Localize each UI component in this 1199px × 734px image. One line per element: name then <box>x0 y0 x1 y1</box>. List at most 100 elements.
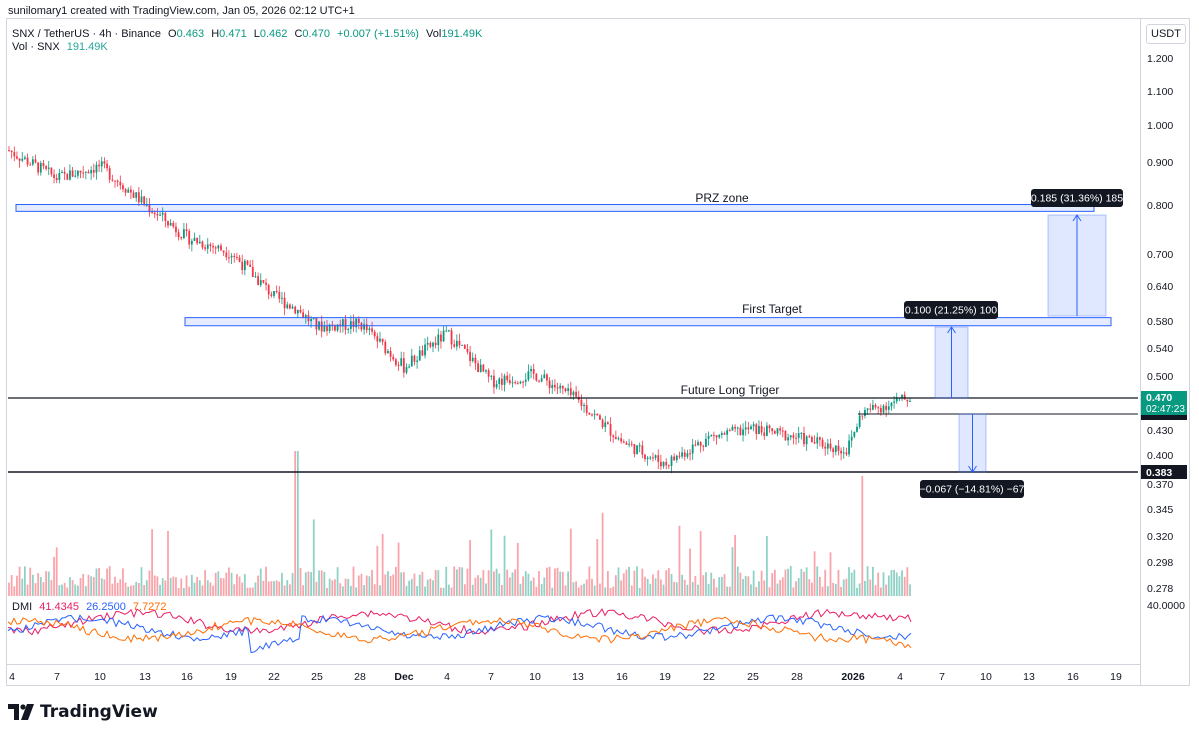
low-label: L <box>253 28 260 40</box>
price-tick-label: 0.278 <box>1147 583 1173 595</box>
candle-body <box>175 226 177 233</box>
candle-body <box>259 280 262 285</box>
candle-body <box>69 170 71 180</box>
volume-bar <box>638 587 641 596</box>
candle-body <box>506 375 509 381</box>
volume-bar <box>10 575 13 596</box>
candle-body <box>172 222 175 227</box>
candle-body <box>196 237 199 244</box>
volume-bar <box>580 585 583 596</box>
time-tick-label: 10 <box>94 671 106 683</box>
volume-bar <box>853 569 856 596</box>
price-tick-label: 0.700 <box>1147 249 1173 261</box>
candle-body <box>257 276 259 285</box>
volume-bar <box>662 584 665 596</box>
candle-body <box>628 443 630 445</box>
candle-body <box>596 413 599 416</box>
currency-button[interactable]: USDT <box>1146 24 1186 44</box>
candle-body <box>225 252 228 258</box>
volume-bar <box>331 580 334 596</box>
volume-bar <box>315 581 318 596</box>
volume-bar <box>546 567 548 596</box>
symbol-name[interactable]: SNX / TetherUS · 4h · Binance <box>12 28 161 40</box>
volume-bar <box>604 587 607 596</box>
volume-bar <box>771 573 774 596</box>
candle-body <box>646 457 649 460</box>
volume-bar <box>228 567 230 596</box>
volume-bar <box>8 582 10 596</box>
candle-body <box>368 328 371 331</box>
volume-bar <box>667 568 670 596</box>
dmi-minus-line <box>7 614 912 654</box>
volume-bar <box>527 573 530 596</box>
volume-bar <box>286 580 289 596</box>
prz-zone[interactable] <box>15 204 1095 212</box>
time-tick-label: 4 <box>444 671 450 683</box>
candle-body <box>487 370 490 377</box>
candle-body <box>241 261 244 271</box>
price-axis[interactable] <box>1140 18 1190 686</box>
volume-bar <box>599 583 601 596</box>
candle-body <box>100 161 103 167</box>
candle-body <box>636 445 638 455</box>
candle-body <box>683 452 686 457</box>
candle-body <box>691 444 694 454</box>
volume-bar <box>501 585 503 596</box>
candle-body <box>614 437 617 440</box>
volume-bar <box>540 584 543 596</box>
volume-bar <box>159 584 161 596</box>
volume-bar <box>805 567 808 596</box>
price-tick-label: 0.345 <box>1147 504 1173 516</box>
time-tick-label: 7 <box>54 671 60 683</box>
candle-body <box>575 391 577 397</box>
candle-body <box>135 192 138 198</box>
time-axis[interactable] <box>6 664 1140 686</box>
volume-bar <box>360 573 363 596</box>
candle-body <box>114 180 116 182</box>
candle-body <box>538 380 540 382</box>
candle-body <box>604 422 607 428</box>
dmi-label[interactable]: DMI <box>12 601 33 613</box>
volume-bar <box>477 575 479 596</box>
candle-body <box>29 164 32 166</box>
volume-bar <box>53 556 55 596</box>
volume-bar <box>355 587 358 596</box>
time-axis-ticks: 4 7 10 13 16 19 22 25 28 Dec 4 7 10 13 16 19 22 25 28 2026 4… <box>9 671 1122 683</box>
volume-bar <box>625 569 628 596</box>
candle-body <box>811 437 813 443</box>
volume-bar <box>649 583 652 596</box>
measure-down-arrowhead <box>968 465 977 473</box>
candle-body <box>739 427 742 436</box>
candle-body <box>485 370 487 372</box>
candle-body <box>421 350 424 356</box>
volume-bar <box>763 580 766 596</box>
volume-bar <box>901 570 903 596</box>
volume-bar <box>524 571 527 596</box>
candle-body <box>834 445 837 452</box>
candle-body <box>63 171 66 174</box>
candle-body <box>681 452 683 457</box>
candle-body <box>458 340 461 346</box>
candle-body <box>432 342 434 347</box>
time-tick-label: 4 <box>897 671 903 683</box>
measure-prz-label-bg <box>1031 189 1123 207</box>
volume-bar <box>742 578 744 596</box>
volume-bar <box>79 578 82 596</box>
volume-bar <box>13 586 16 596</box>
candle-body <box>42 163 45 167</box>
candle-body <box>50 167 53 175</box>
candle-body <box>212 246 214 248</box>
volume-bar <box>413 573 416 596</box>
volume-bar <box>416 586 418 596</box>
volume-bar <box>811 582 813 596</box>
candle-body <box>540 378 543 382</box>
first-target-zone[interactable] <box>184 317 1112 327</box>
candle-body <box>395 359 397 365</box>
candle-body <box>159 214 161 216</box>
vol-line-label[interactable]: Vol · SNX <box>12 41 60 53</box>
candle-body <box>440 334 442 342</box>
candle-body <box>453 344 456 347</box>
candle-body <box>819 437 821 440</box>
candle-body <box>599 415 601 420</box>
